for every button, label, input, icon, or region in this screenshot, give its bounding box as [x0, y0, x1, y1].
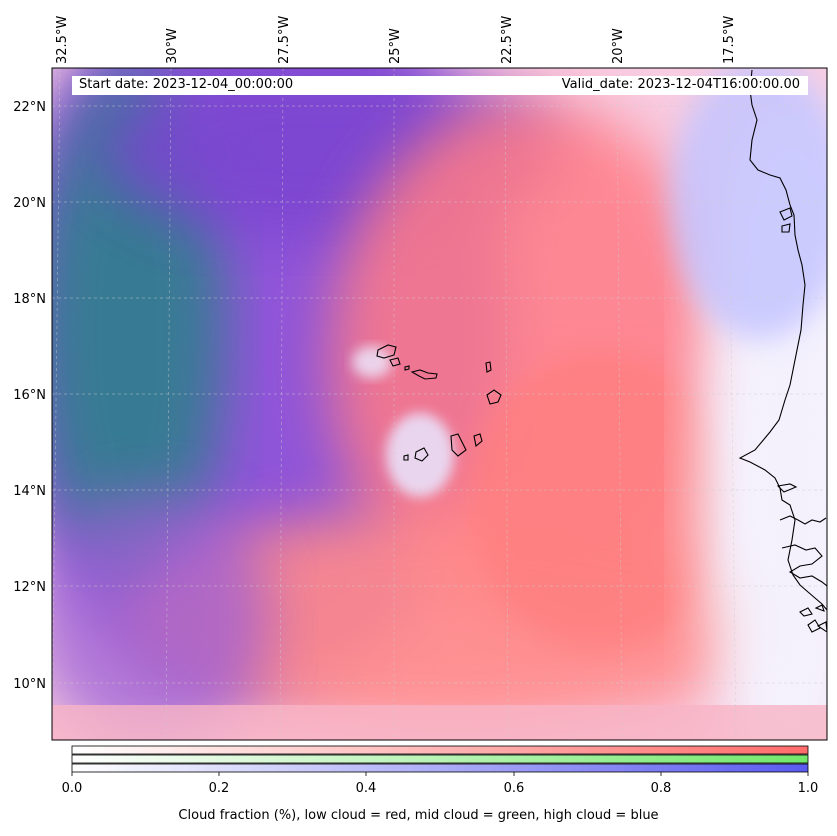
colorbar-tick-1-0: 1.0	[798, 781, 819, 796]
lon-tick-32-5w: 32.5°W	[55, 16, 70, 64]
lat-tick-12n: 12°N	[13, 580, 46, 595]
date-header-box	[72, 76, 808, 95]
colorbar-mid-cloud-band	[72, 755, 808, 763]
southern-band	[52, 705, 827, 740]
low-cloud-east	[470, 350, 730, 650]
colorbar-tick-marks	[71, 772, 809, 776]
guinea-bissau-coast	[781, 544, 827, 587]
bijagos-islands	[799, 604, 827, 633]
island-santo-antao	[376, 344, 397, 359]
island-brava	[403, 454, 409, 461]
map-frame	[51, 67, 828, 741]
colorbar-low-cloud-band	[72, 746, 808, 754]
gridlines	[52, 68, 827, 740]
colorbar-tick-0-0: 0.0	[62, 781, 83, 796]
lon-tick-30w: 30°W	[165, 28, 180, 64]
valid-date-label: Valid_date: 2023-12-04T16:00:00.00	[561, 77, 800, 92]
start-date-label: Start date: 2023-12-04_00:00:00	[79, 77, 294, 92]
high-cloud-southwest	[52, 490, 270, 740]
lat-tick-22n: 22°N	[13, 100, 46, 115]
island-sao-vicente	[389, 357, 401, 367]
lat-tick-20n: 20°N	[13, 196, 46, 211]
africa-coastline	[738, 69, 827, 611]
canary-coast-islands	[779, 207, 793, 233]
island-maio	[473, 433, 483, 448]
cabo-verde-islands	[376, 344, 502, 462]
colorbar-tick-0-6: 0.6	[504, 781, 525, 796]
lat-tick-18n: 18°N	[13, 292, 46, 307]
island-sal	[485, 361, 492, 373]
gambia-coast	[776, 483, 798, 493]
colorbar-high-cloud-band	[72, 764, 808, 772]
lat-tick-14n: 14°N	[13, 484, 46, 499]
lon-tick-25w: 25°W	[388, 28, 403, 64]
colorbar-label: Cloud fraction (%), low cloud = red, mid…	[178, 808, 659, 823]
thin-high-cloud-northeast	[670, 68, 827, 340]
lon-tick-22-5w: 22.5°W	[500, 16, 515, 64]
lon-tick-27-5w: 27.5°W	[277, 16, 292, 64]
lat-tick-16n: 16°N	[13, 388, 46, 403]
island-fogo	[414, 447, 429, 462]
colorbar: 0.0 0.2 0.4 0.6 0.8 1.0	[62, 745, 819, 796]
colorbar-tick-0-4: 0.4	[356, 781, 377, 796]
lon-tick-20w: 20°W	[611, 28, 626, 64]
clear-sky-islands	[386, 413, 454, 497]
lon-tick-17-5w: 17.5°W	[722, 16, 737, 64]
colorbar-tick-0-8: 0.8	[651, 781, 672, 796]
island-sao-nicolau	[410, 369, 438, 380]
senegal-river-inlet	[779, 515, 827, 525]
longitude-tick-labels: 32.5°W 30°W 27.5°W 25°W 22.5°W 20°W 17.5…	[55, 16, 737, 64]
lat-tick-10n: 10°N	[13, 677, 46, 692]
colorbar-tick-0-2: 0.2	[209, 781, 230, 796]
clear-sky-islands-north	[352, 346, 392, 378]
island-santa-luzia	[404, 365, 410, 371]
latitude-tick-labels: 22°N 20°N 18°N 16°N 14°N 12°N 10°N	[13, 100, 46, 692]
island-boa-vista	[486, 389, 502, 405]
island-santiago	[450, 433, 467, 457]
